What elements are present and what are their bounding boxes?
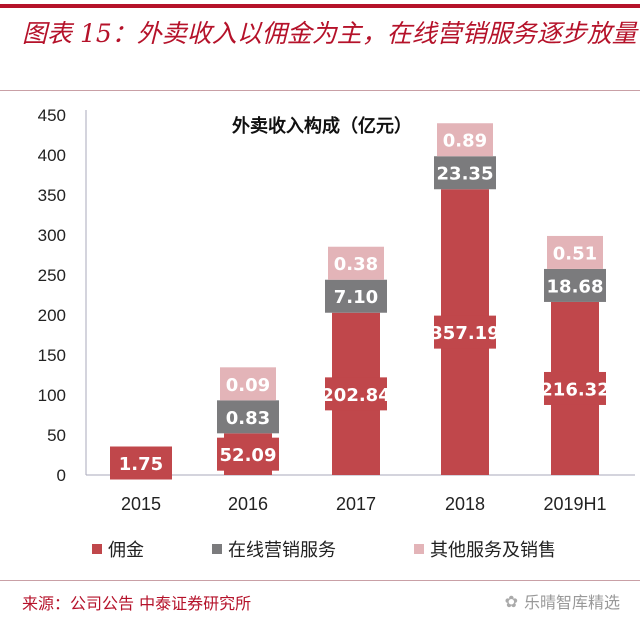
x-tick-label: 2019H1 [543,494,606,514]
y-tick-label: 150 [38,346,66,365]
chart-title: 外卖收入构成（亿元） [232,115,412,137]
legend-swatch [212,544,222,554]
data-label-box [434,315,496,349]
legend-swatch [414,544,424,554]
legend-label: 其他服务及销售 [430,540,556,561]
data-label-box [434,156,496,190]
legend-swatch [92,544,102,554]
data-label-box [325,279,387,313]
legend-label: 佣金 [108,540,144,561]
top-rule [0,4,640,8]
data-label-box [217,400,279,434]
data-label-box [220,367,276,401]
data-label: 202.84 [321,385,390,406]
data-label-box [110,446,172,480]
figure-title: 图表 15：外卖收入以佣金为主，在线营销服务逐步放量 [22,19,637,48]
data-label-box [547,235,603,269]
x-tick-label: 2016 [228,494,268,514]
data-label: 18.68 [547,276,604,297]
legend-item-commission: 佣金 [92,536,144,562]
y-tick-label: 350 [38,186,66,205]
legend-item-online-marketing: 在线营销服务 [212,536,336,562]
watermark: ✿ 乐晴智库精选 [505,589,620,613]
y-tick-label: 300 [38,226,66,245]
data-label-box [217,437,279,471]
wechat-icon: ✿ [504,591,518,611]
data-label: 0.38 [334,254,378,275]
data-label: 0.51 [553,243,597,264]
footer-divider [0,580,640,581]
x-tick-label: 2018 [445,494,485,514]
title-divider [0,90,640,91]
data-label: 23.35 [437,164,494,185]
y-tick-label: 0 [57,466,66,485]
data-label: 0.89 [443,131,487,152]
data-label: 52.09 [220,445,277,466]
legend-item-other: 其他服务及销售 [414,536,556,562]
y-tick-label: 250 [38,266,66,285]
data-label-box [544,371,606,405]
data-label: 1.75 [119,454,163,475]
data-label: 357.19 [430,323,499,344]
data-label-box [328,246,384,280]
legend-label: 在线营销服务 [228,540,336,561]
source-note: 来源：公司公告 中泰证券研究所 [22,594,252,613]
data-label-box [325,377,387,411]
data-label: 0.09 [226,375,270,396]
x-tick-label: 2017 [336,494,376,514]
data-label: 7.10 [334,287,378,308]
data-label-box [544,268,606,302]
data-label-box [437,123,493,157]
y-tick-label: 400 [38,146,66,165]
y-tick-label: 100 [38,386,66,405]
x-tick-label: 2015 [121,494,161,514]
watermark-text: 乐晴智库精选 [523,593,620,612]
data-label: 216.32 [540,379,609,400]
y-tick-label: 200 [38,306,66,325]
data-label: 0.83 [226,408,270,429]
y-tick-label: 450 [38,106,66,125]
y-tick-label: 50 [47,426,66,445]
